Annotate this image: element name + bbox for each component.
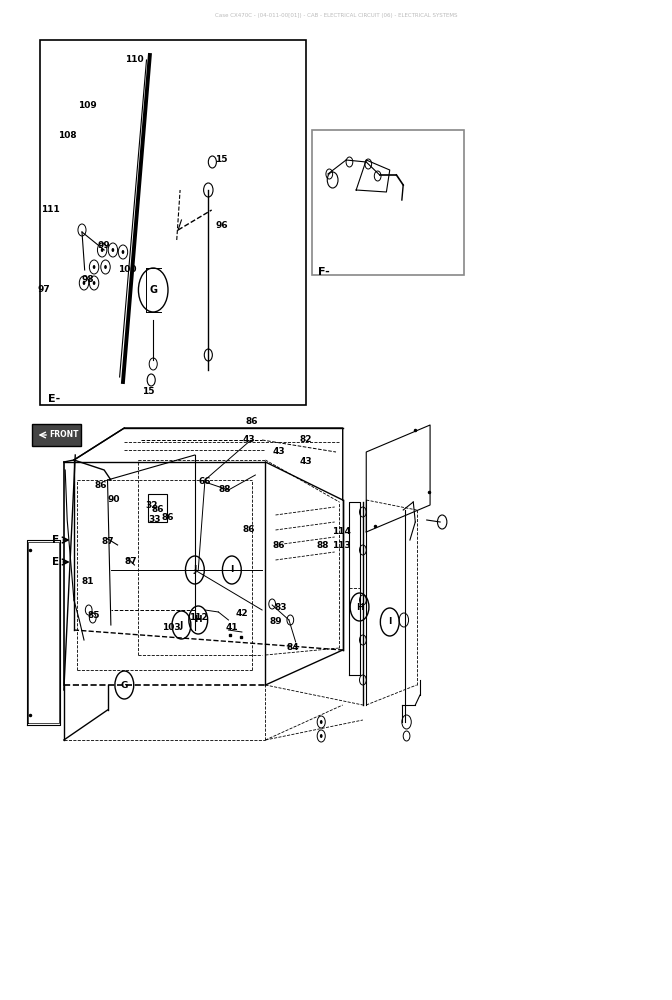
Text: F: F	[52, 535, 58, 545]
Text: J: J	[179, 620, 183, 630]
Text: 86: 86	[152, 506, 164, 514]
Text: 81: 81	[81, 578, 93, 586]
Text: 43: 43	[273, 448, 285, 456]
Text: F-: F-	[318, 267, 329, 277]
Text: 97: 97	[38, 286, 50, 294]
Text: 66: 66	[199, 478, 211, 487]
Circle shape	[112, 248, 114, 252]
Text: 87: 87	[125, 558, 137, 566]
Text: I: I	[230, 566, 234, 574]
Text: 41: 41	[226, 624, 238, 633]
Text: 89: 89	[269, 617, 282, 626]
Text: 112: 112	[189, 613, 208, 622]
Text: FRONT: FRONT	[49, 430, 79, 439]
Text: 86: 86	[246, 418, 258, 426]
Text: 83: 83	[275, 602, 287, 611]
Text: 96: 96	[216, 221, 228, 230]
Text: E: E	[52, 557, 58, 567]
Text: I: I	[388, 617, 392, 626]
Text: 88: 88	[219, 486, 231, 494]
Circle shape	[122, 250, 124, 254]
Text: 108: 108	[58, 130, 77, 139]
Text: Case CX470C - (04-011-00[01]) - CAB - ELECTRICAL CIRCUIT (06) - ELECTRICAL SYSTE: Case CX470C - (04-011-00[01]) - CAB - EL…	[215, 13, 457, 18]
Text: 100: 100	[118, 265, 137, 274]
Text: 86: 86	[243, 526, 255, 534]
FancyBboxPatch shape	[32, 424, 81, 446]
Bar	[40, 40, 306, 405]
Circle shape	[101, 248, 103, 252]
Text: 82: 82	[300, 436, 312, 444]
Text: 43: 43	[243, 436, 255, 444]
Text: 88: 88	[317, 540, 329, 550]
Text: 111: 111	[41, 206, 60, 215]
Text: 114: 114	[332, 528, 351, 536]
Text: 86: 86	[95, 481, 107, 489]
Bar	[148, 494, 167, 522]
Text: 33: 33	[149, 516, 161, 524]
Text: E-: E-	[48, 394, 60, 404]
Text: 85: 85	[88, 610, 100, 619]
Text: 32: 32	[145, 500, 157, 510]
Text: 110: 110	[125, 55, 144, 64]
Circle shape	[104, 265, 107, 269]
Text: 15: 15	[142, 387, 154, 396]
Bar	[312, 130, 464, 275]
Text: 103: 103	[162, 624, 181, 633]
Text: G: G	[149, 285, 157, 295]
Text: 84: 84	[286, 643, 298, 652]
Text: 113: 113	[332, 540, 351, 550]
Text: 99: 99	[98, 240, 110, 249]
Text: 109: 109	[78, 101, 97, 109]
Text: 86: 86	[273, 540, 285, 550]
Text: 43: 43	[300, 458, 312, 466]
Circle shape	[83, 281, 85, 285]
Circle shape	[93, 281, 95, 285]
Circle shape	[320, 720, 323, 724]
Circle shape	[93, 265, 95, 269]
Text: J: J	[193, 566, 197, 574]
Text: 90: 90	[108, 495, 120, 504]
Text: 15: 15	[216, 155, 228, 164]
Text: 98: 98	[81, 275, 93, 284]
Text: 42: 42	[236, 609, 248, 618]
Text: G: G	[121, 680, 128, 690]
Circle shape	[320, 734, 323, 738]
Text: H: H	[355, 602, 364, 611]
Text: 87: 87	[101, 538, 114, 546]
Text: H: H	[194, 615, 202, 624]
Text: 86: 86	[162, 512, 174, 522]
